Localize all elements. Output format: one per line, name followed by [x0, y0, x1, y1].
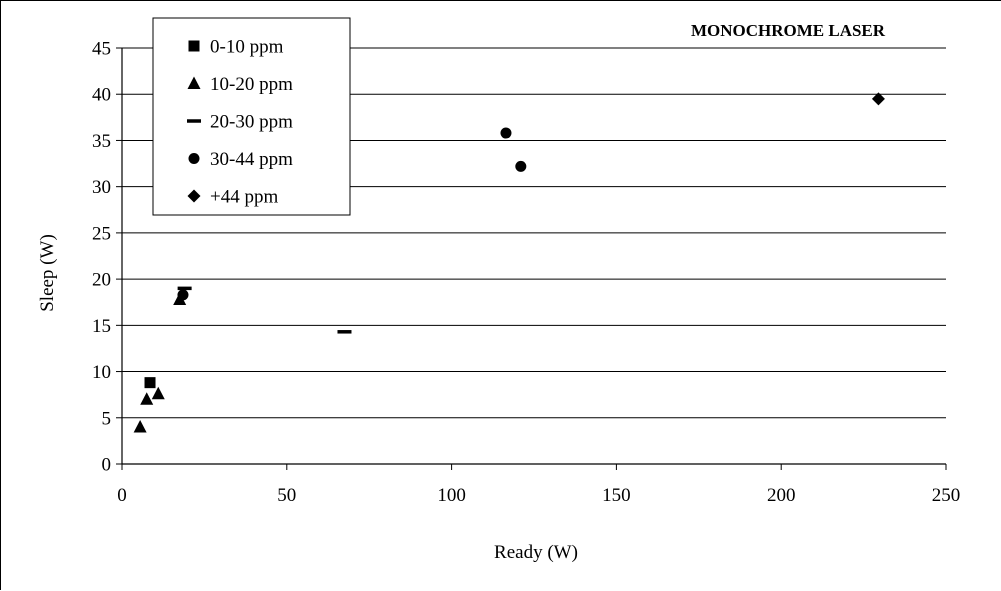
- y-tick-label: 40: [92, 85, 111, 106]
- x-tick-label: 100: [437, 485, 466, 506]
- legend-label-4: +44 ppm: [210, 187, 278, 208]
- x-axis-label: Ready (W): [494, 542, 578, 563]
- y-tick-label: 35: [92, 131, 111, 152]
- point-circle-3-2: [515, 160, 527, 172]
- point-triangle-1-2: [151, 386, 165, 400]
- legend-marker-4: [187, 189, 201, 203]
- legend-box: [152, 17, 351, 216]
- legend-label-0: 0-10 ppm: [210, 37, 284, 58]
- legend-marker-2: [187, 119, 201, 123]
- x-tick-label: 0: [117, 485, 127, 506]
- y-tick-label: 20: [92, 270, 111, 291]
- legend-label-1: 10-20 ppm: [210, 74, 293, 95]
- y-tick-label: 0: [102, 455, 112, 476]
- legend-marker-0: [188, 40, 200, 52]
- y-tick-label: 5: [102, 408, 112, 429]
- x-tick-label: 200: [767, 485, 796, 506]
- x-tick-label: 150: [602, 485, 631, 506]
- legend-marker-1: [187, 76, 201, 89]
- y-tick-label: 30: [92, 177, 111, 198]
- y-tick-label: 45: [92, 39, 111, 60]
- point-triangle-1-0: [133, 420, 147, 433]
- x-tick-label: 250: [932, 485, 961, 506]
- legend-label-2: 20-30 ppm: [210, 112, 293, 133]
- legend-label-3: 30-44 ppm: [210, 149, 293, 170]
- x-tick-label: 50: [277, 485, 296, 506]
- y-tick-label: 15: [92, 316, 111, 337]
- point-dash-2-1: [177, 286, 192, 291]
- point-dash-2-0: [337, 330, 352, 334]
- point-triangle-1-1: [140, 392, 154, 405]
- legend-marker-3: [188, 153, 200, 164]
- point-circle-3-1: [500, 127, 512, 139]
- chart-title: MONOCHROME LASER: [691, 21, 886, 40]
- point-square-0-0: [144, 377, 156, 389]
- y-axis-label: Sleep (W): [37, 234, 58, 312]
- y-tick-label: 25: [92, 223, 111, 244]
- point-diamond-4-0: [871, 92, 885, 106]
- point-circle-3-0: [177, 289, 189, 301]
- y-tick-label: 10: [92, 362, 111, 383]
